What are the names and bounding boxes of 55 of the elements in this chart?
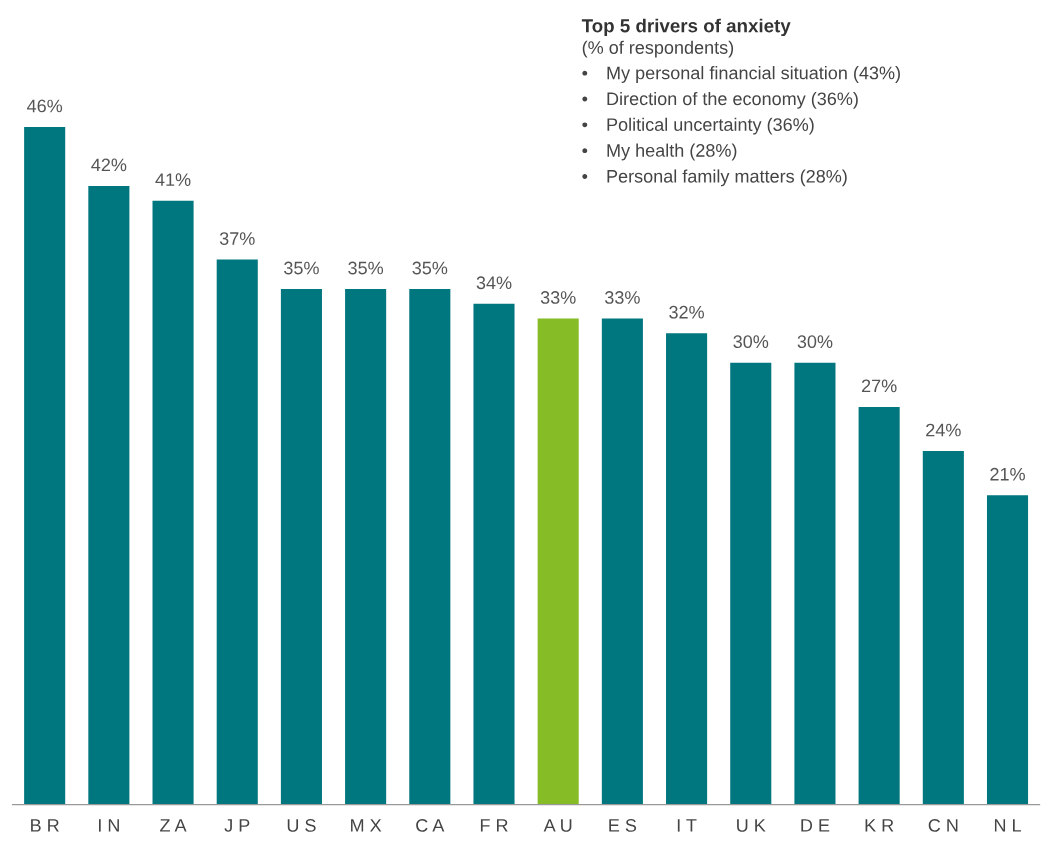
bar (601, 318, 643, 805)
x-tick-label: J P (224, 819, 250, 832)
data-label: 35% (348, 261, 384, 275)
x-tick-label: M X (351, 819, 382, 832)
text: • My personal financial situation (43%) (582, 66, 900, 83)
bar (922, 451, 964, 805)
data-label: 30% (733, 335, 769, 349)
data-label: 32% (669, 305, 704, 319)
x-tick-label: I T (677, 819, 697, 832)
x-tick-label: C N (928, 819, 958, 832)
bar (794, 362, 836, 805)
data-label: 30% (797, 335, 833, 349)
data-label: 46% (27, 99, 63, 113)
chart-subtitle: (% of respondents) (582, 40, 734, 58)
x-tick-label: D E (801, 819, 830, 832)
chart-title: Top 5 drivers of anxiety (581, 18, 791, 37)
bar (858, 406, 900, 805)
bar (216, 259, 258, 805)
bar (730, 362, 772, 805)
bar (473, 303, 515, 805)
x-tick-label: B R (31, 819, 59, 832)
text: • Direction of the economy (36%) (582, 91, 858, 109)
data-label: 33% (540, 291, 576, 304)
data-label: 27% (861, 379, 897, 393)
x-tick-label: Z A (160, 819, 187, 832)
data-label: 35% (284, 261, 319, 275)
x-tick-label: I N (98, 819, 119, 832)
annotation: • Political uncertainty (36%) (582, 117, 814, 135)
annotation: • Personal family matters (28%) (582, 169, 847, 187)
data-label: 33% (605, 291, 640, 304)
x-tick-label: U S (287, 819, 316, 832)
bar (666, 333, 708, 805)
bar (345, 289, 387, 805)
bar (986, 495, 1029, 805)
data-label: 21% (990, 467, 1025, 481)
data-label: 37% (219, 232, 255, 245)
x-tick-label: C A (416, 819, 445, 832)
data-label: 42% (91, 158, 127, 172)
x-tick-label: U K (737, 819, 766, 832)
bar (24, 127, 66, 805)
data-label: 35% (412, 261, 448, 275)
x-tick-label: N L (994, 819, 1021, 832)
data-label: 24% (926, 423, 961, 437)
x-tick-label: F R (480, 819, 508, 832)
bar (280, 289, 322, 805)
x-tick-label: E S (609, 819, 637, 832)
data-label: 41% (155, 173, 191, 186)
x-tick-label: A U (543, 819, 572, 832)
annotation: • My health (28%) (582, 143, 737, 161)
data-label: 34% (476, 276, 512, 290)
bar (152, 200, 194, 805)
bar (409, 289, 451, 805)
bar (537, 318, 579, 805)
bar (88, 185, 130, 805)
x-tick-label: K R (865, 819, 894, 832)
